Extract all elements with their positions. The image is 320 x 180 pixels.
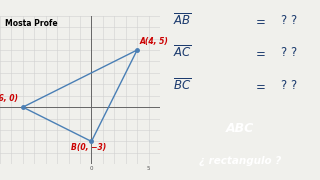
Text: $=$: $=$ xyxy=(253,14,266,27)
Text: $\overline{\mathit{BC}}$: $\overline{\mathit{BC}}$ xyxy=(173,78,191,93)
Text: B(0, −3): B(0, −3) xyxy=(71,143,106,152)
Text: ¿ rectangulo ?: ¿ rectangulo ? xyxy=(199,156,281,166)
Text: Mosta Profe: Mosta Profe xyxy=(4,19,57,28)
Text: C(−6, 0): C(−6, 0) xyxy=(0,94,18,103)
Text: $\overline{\mathit{AC}}$: $\overline{\mathit{AC}}$ xyxy=(173,44,192,60)
Text: $?\ ?$: $?\ ?$ xyxy=(280,14,297,27)
Text: $?\ ?$: $?\ ?$ xyxy=(280,79,297,92)
Text: A(4, 5): A(4, 5) xyxy=(140,37,168,46)
Text: $=$: $=$ xyxy=(253,46,266,59)
Text: ABC: ABC xyxy=(226,122,254,135)
Text: $=$: $=$ xyxy=(253,79,266,92)
Text: $?\ ?$: $?\ ?$ xyxy=(280,46,297,59)
Text: $\overline{\mathit{AB}}$: $\overline{\mathit{AB}}$ xyxy=(173,13,192,29)
